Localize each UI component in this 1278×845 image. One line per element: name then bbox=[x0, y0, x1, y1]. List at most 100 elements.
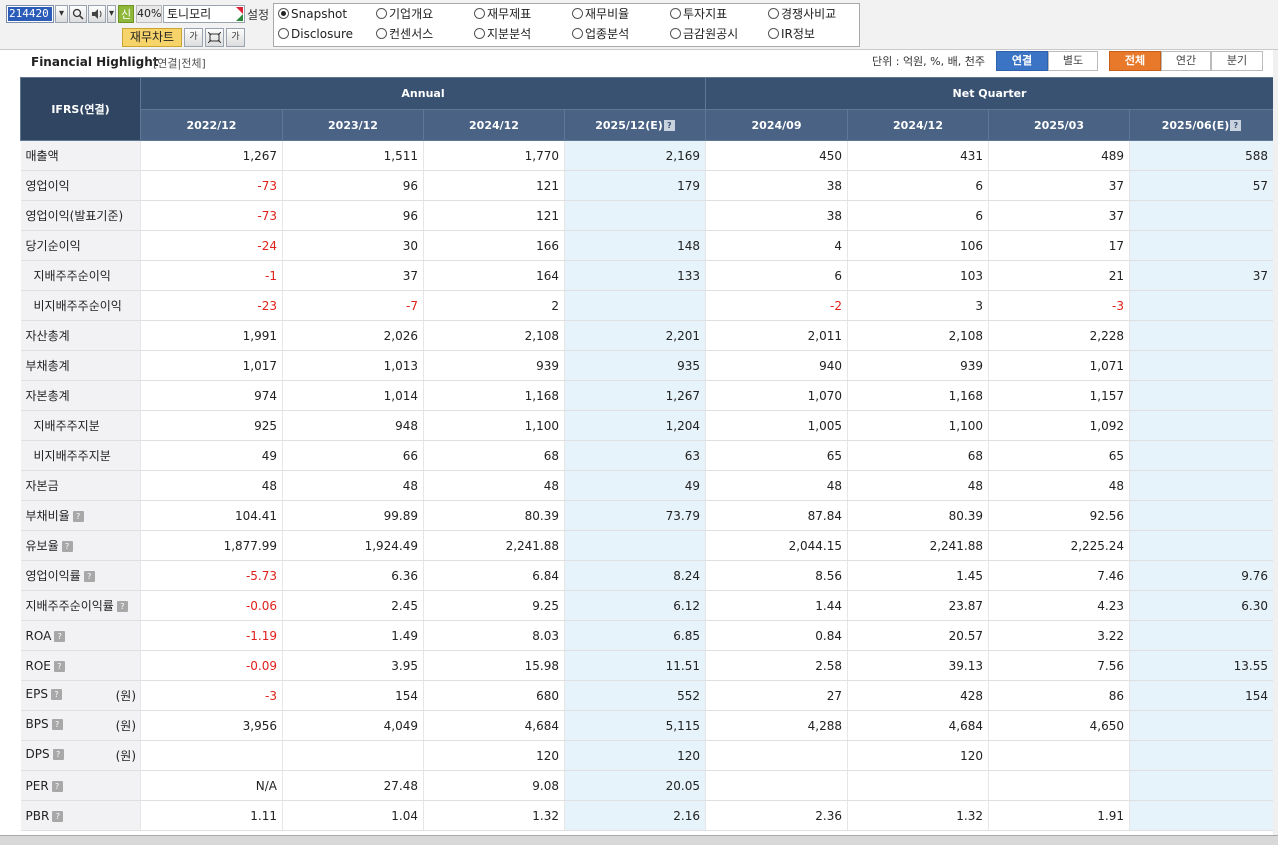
column-header-label: 2024/09 bbox=[751, 118, 802, 132]
table-row: 자본총계 974 1,014 1,168 1,267 1,070 1,168 1,157 bbox=[20, 380, 1275, 411]
stock-name-field[interactable]: 토니모리 bbox=[163, 5, 245, 23]
table-cell: -3 bbox=[988, 290, 1131, 321]
financial-chart-button[interactable]: 재무차트 bbox=[122, 28, 182, 47]
table-cell: -3 bbox=[140, 680, 283, 711]
radio-shareholding[interactable]: 지분분석 bbox=[474, 25, 531, 43]
table-cell: 4,684 bbox=[423, 710, 565, 741]
table-cell: 489 bbox=[988, 140, 1131, 171]
table-cell: 86 bbox=[988, 680, 1131, 711]
radio-label: 지분분석 bbox=[487, 27, 532, 41]
table-cell: 4,288 bbox=[705, 710, 849, 741]
toggle-consolidated[interactable]: 연결 bbox=[996, 51, 1048, 71]
radio-investment-indicators[interactable]: 투자지표 bbox=[670, 5, 727, 23]
toggle-all[interactable]: 전체 bbox=[1109, 51, 1161, 71]
table-cell bbox=[1129, 500, 1275, 531]
table-cell: -5.73 bbox=[140, 560, 283, 591]
vertical-scrollbar[interactable] bbox=[1273, 50, 1278, 835]
help-icon[interactable]: ? bbox=[83, 571, 95, 582]
table-cell: 121 bbox=[423, 170, 565, 201]
table-cell bbox=[988, 770, 1131, 801]
table-cell: 87.84 bbox=[705, 500, 849, 531]
expand-icon[interactable] bbox=[205, 28, 224, 47]
help-icon[interactable]: ? bbox=[52, 810, 64, 822]
table-cell: 2.16 bbox=[564, 800, 707, 831]
table-cell: 120 bbox=[847, 740, 990, 771]
table-row: 부채총계 1,017 1,013 939 935 940 939 1,071 bbox=[20, 350, 1275, 381]
toggle-annual[interactable]: 연간 bbox=[1161, 51, 1211, 71]
font-toggle-icon[interactable]: 가 bbox=[226, 28, 245, 47]
help-icon[interactable]: ? bbox=[52, 749, 64, 760]
row-label: 부채총계 bbox=[20, 350, 141, 381]
help-icon[interactable]: ? bbox=[50, 689, 62, 700]
help-icon[interactable]: ? bbox=[72, 511, 84, 522]
row-unit: (원) bbox=[115, 749, 136, 763]
radio-icon bbox=[474, 8, 485, 19]
font-size-glyph: 가 bbox=[189, 32, 198, 42]
speaker-icon[interactable] bbox=[88, 5, 106, 23]
radio-consensus[interactable]: 컨센서스 bbox=[376, 25, 433, 43]
table-cell: 2,241.88 bbox=[847, 530, 990, 561]
menu-radio-panel: Snapshot 기업개요 재무제표 재무비율 투자지표 경쟁사비교 Discl… bbox=[273, 3, 860, 47]
table-cell: 450 bbox=[705, 140, 849, 171]
radio-icon bbox=[670, 8, 681, 19]
row-label-text: 영업이익(발표기준) bbox=[25, 209, 124, 223]
table-cell: -23 bbox=[140, 290, 283, 321]
table-cell: 154 bbox=[282, 680, 424, 711]
radio-icon bbox=[768, 28, 779, 39]
radio-ir-info[interactable]: IR정보 bbox=[768, 25, 815, 43]
table-cell: 23.87 bbox=[847, 590, 990, 621]
table-cell: 940 bbox=[705, 350, 849, 381]
table-cell: 2,241.88 bbox=[423, 530, 565, 561]
column-header: 2025/06(E)? bbox=[1129, 109, 1275, 141]
row-label: 비지배주주지분 bbox=[20, 440, 141, 471]
radio-snapshot[interactable]: Snapshot bbox=[278, 5, 347, 23]
table-cell: 1,071 bbox=[988, 350, 1131, 381]
search-icon[interactable] bbox=[69, 5, 87, 23]
table-row: ROE? -0.09 3.95 15.98 11.51 2.58 39.13 7.56 13.5… bbox=[20, 650, 1275, 681]
radio-industry-analysis[interactable]: 업종분석 bbox=[572, 25, 629, 43]
speaker-dropdown-button[interactable]: ▾ bbox=[107, 5, 116, 23]
radio-disclosure[interactable]: Disclosure bbox=[278, 25, 353, 43]
table-cell: 15.98 bbox=[423, 650, 565, 681]
table-cell: 120 bbox=[564, 740, 707, 771]
help-icon[interactable]: ? bbox=[663, 119, 675, 131]
table-cell: 1.04 bbox=[282, 800, 424, 831]
table-row: PER? N/A 27.48 9.08 20.05 bbox=[20, 770, 1275, 801]
toggle-separate[interactable]: 별도 bbox=[1048, 51, 1098, 71]
help-icon[interactable]: ? bbox=[51, 719, 63, 730]
help-icon[interactable]: ? bbox=[1230, 119, 1242, 131]
help-icon[interactable]: ? bbox=[54, 630, 66, 642]
table-cell: 1.32 bbox=[847, 800, 990, 831]
stock-code-input[interactable]: 214420 bbox=[6, 5, 54, 23]
table-cell: 1,991 bbox=[140, 320, 283, 351]
bottom-scrollbar[interactable] bbox=[0, 835, 1278, 845]
table-cell: 431 bbox=[847, 140, 990, 171]
table-cell: 1,092 bbox=[988, 410, 1131, 441]
table-row: BPS? (원) 3,956 4,049 4,684 5,115 4,288 4,684 4,6… bbox=[20, 710, 1275, 741]
radio-fss-disclosure[interactable]: 금감원공시 bbox=[670, 25, 738, 43]
table-cell: 65 bbox=[988, 440, 1131, 471]
radio-financial-statements[interactable]: 재무제표 bbox=[474, 5, 531, 23]
radio-label: 컨센서스 bbox=[389, 27, 434, 41]
help-icon[interactable]: ? bbox=[53, 660, 65, 672]
font-size-icon[interactable]: 가 bbox=[184, 28, 203, 47]
code-dropdown-button[interactable]: ▾ bbox=[55, 5, 68, 23]
radio-financial-ratios[interactable]: 재무비율 bbox=[572, 5, 629, 23]
toggle-quarter[interactable]: 분기 bbox=[1211, 51, 1263, 71]
radio-peer-comparison[interactable]: 경쟁사비교 bbox=[768, 5, 836, 23]
help-icon[interactable]: ? bbox=[116, 601, 128, 612]
help-icon[interactable]: ? bbox=[51, 780, 63, 792]
row-label: 영업이익률? bbox=[20, 560, 141, 591]
column-header: 2024/12 bbox=[847, 109, 990, 141]
table-cell bbox=[1129, 740, 1275, 771]
settings-link[interactable]: 설정 bbox=[247, 8, 270, 22]
help-icon[interactable]: ? bbox=[61, 541, 73, 552]
table-cell: 2,108 bbox=[423, 320, 565, 351]
table-cell: 8.56 bbox=[705, 560, 849, 591]
row-label: 영업이익 bbox=[20, 170, 141, 201]
table-cell: 37 bbox=[988, 200, 1131, 231]
column-header-row: 2022/12 2023/12 2024/12 2025/12(E)? 2024/09 2… bbox=[21, 109, 1275, 141]
row-label-text: 영업이익률 bbox=[25, 569, 81, 583]
radio-company-overview[interactable]: 기업개요 bbox=[376, 5, 433, 23]
table-row: 당기순이익 -24 30 166 148 4 106 17 bbox=[20, 230, 1275, 261]
